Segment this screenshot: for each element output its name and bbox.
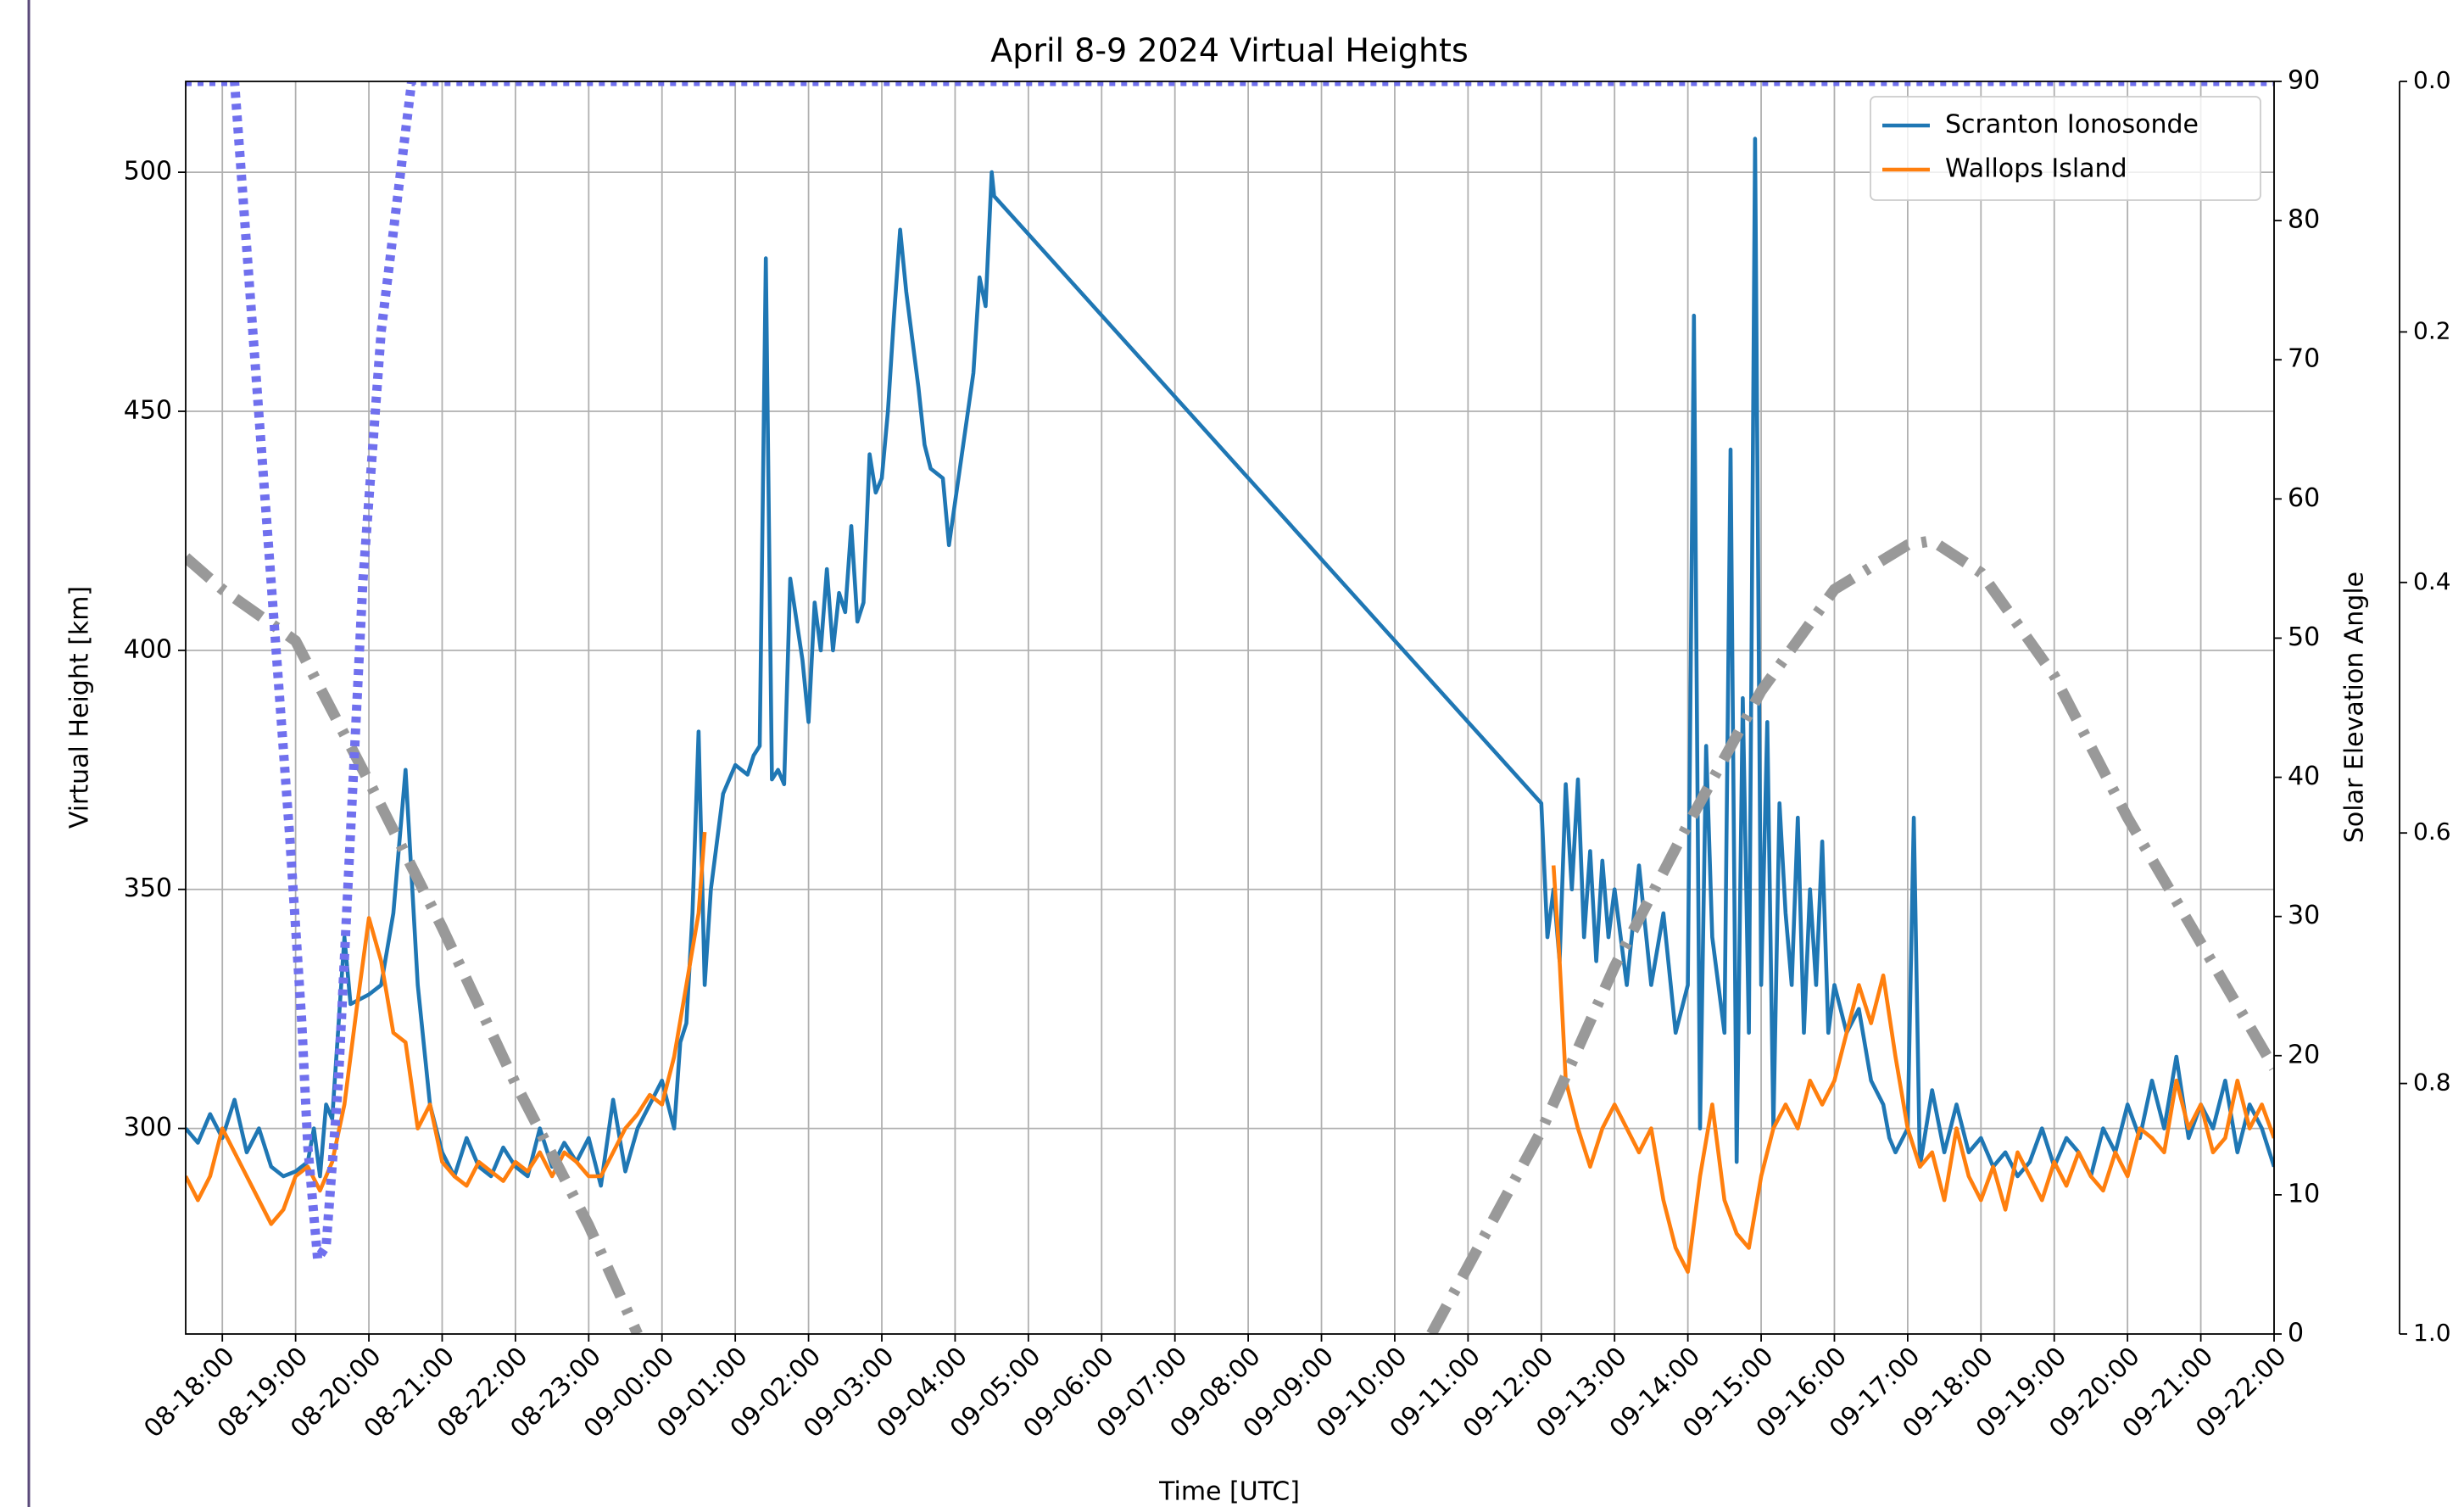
y2-tick-label: 90 <box>2288 66 2320 96</box>
series-line <box>186 81 2274 1264</box>
y-axis-label: Virtual Height [km] <box>65 586 95 829</box>
plot-area <box>186 81 2274 1334</box>
y2-axis-label: Solar Elevation Angle <box>2340 572 2370 843</box>
y-tick-label: 500 <box>124 157 172 187</box>
y2-tick-label: 30 <box>2288 901 2320 930</box>
y2-tick-label: 70 <box>2288 344 2320 374</box>
y3-tick-label: 0.6 <box>2413 818 2451 846</box>
plot-frame <box>185 81 2275 1335</box>
y2-tick-label: 50 <box>2288 622 2320 652</box>
series-line <box>186 535 2274 1334</box>
y3-tick-label: 0.4 <box>2413 567 2451 595</box>
y-tick-label: 400 <box>124 634 172 664</box>
y2-tick-label: 20 <box>2288 1040 2320 1069</box>
y3-tick-label: 0.0 <box>2413 66 2451 94</box>
y-tick-label: 450 <box>124 395 172 425</box>
y2-tick-label: 80 <box>2288 205 2320 235</box>
y3-tick-label: 0.2 <box>2413 316 2451 344</box>
y-tick-label: 350 <box>124 874 172 903</box>
legend-label: Wallops Island <box>1945 154 2127 184</box>
series-line <box>186 137 2274 1188</box>
chart-title: April 8-9 2024 Virtual Heights <box>990 32 1469 70</box>
legend-label: Scranton Ionosonde <box>1945 110 2199 140</box>
y2-tick-label: 0 <box>2288 1319 2304 1348</box>
y3-tick-label: 0.8 <box>2413 1069 2451 1097</box>
y2-tick-label: 40 <box>2288 762 2320 791</box>
y3-tick-label: 1.0 <box>2413 1319 2451 1347</box>
y2-tick-label: 60 <box>2288 483 2320 513</box>
x-axis-label: Time [UTC] <box>1158 1477 1300 1507</box>
legend-box <box>1870 96 2261 201</box>
y2-tick-label: 10 <box>2288 1179 2320 1208</box>
y-tick-label: 300 <box>124 1113 172 1142</box>
series-line <box>186 831 2274 1274</box>
